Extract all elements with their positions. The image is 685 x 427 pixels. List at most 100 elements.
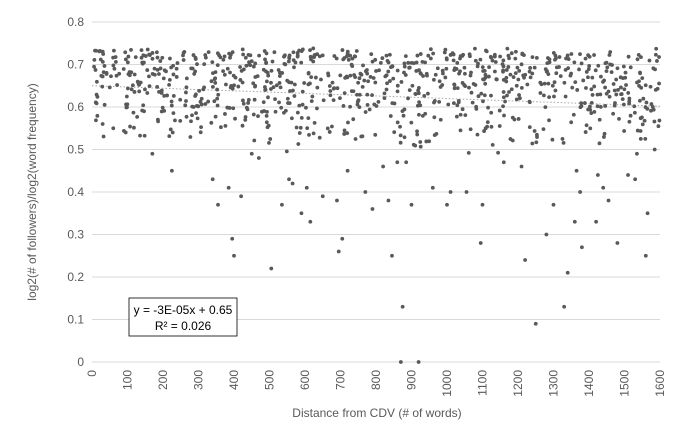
data-point <box>409 120 414 125</box>
data-point <box>517 69 522 73</box>
data-point <box>448 190 453 194</box>
data-point <box>273 109 278 114</box>
data-point <box>197 88 202 93</box>
data-point <box>434 131 439 136</box>
data-point <box>415 53 420 58</box>
data-point <box>594 219 598 224</box>
y-tick-label: 0 <box>77 355 84 369</box>
data-point <box>522 75 526 80</box>
data-point <box>426 91 430 96</box>
data-point <box>253 61 258 66</box>
data-point <box>623 70 628 75</box>
data-point <box>478 241 483 245</box>
data-point <box>332 54 337 58</box>
x-tick-label: 300 <box>192 370 206 390</box>
data-point <box>492 52 497 57</box>
data-point <box>480 202 485 207</box>
x-tick-label: 800 <box>369 370 383 390</box>
data-point <box>228 70 232 75</box>
data-point <box>496 150 500 155</box>
data-point <box>592 109 597 114</box>
data-point <box>514 97 519 102</box>
data-point <box>267 140 271 145</box>
data-point <box>355 99 360 104</box>
y-axis-title: log2(# of followers)/log2(word frequency… <box>25 83 39 300</box>
data-point <box>506 53 511 58</box>
data-point <box>384 53 389 58</box>
data-point <box>522 53 526 58</box>
data-point <box>297 103 302 108</box>
data-point <box>241 52 246 57</box>
data-point <box>417 112 421 117</box>
data-point <box>100 59 105 64</box>
data-point <box>527 69 532 74</box>
data-point <box>266 73 271 78</box>
data-point <box>506 65 511 69</box>
data-point <box>232 253 236 258</box>
data-point <box>539 82 544 87</box>
data-point <box>595 173 600 177</box>
data-point <box>246 98 251 102</box>
data-point <box>336 249 341 254</box>
data-point <box>111 126 116 131</box>
data-point <box>304 105 308 110</box>
data-point <box>343 76 348 80</box>
data-point <box>503 99 507 104</box>
data-point <box>385 81 389 86</box>
data-point <box>378 61 383 65</box>
data-point <box>284 149 289 154</box>
data-point <box>525 82 530 87</box>
data-point <box>565 53 570 58</box>
data-point <box>287 80 291 85</box>
data-point <box>100 84 105 89</box>
data-point <box>335 86 340 91</box>
data-point <box>171 111 176 116</box>
data-point <box>621 64 626 69</box>
data-point <box>387 52 392 57</box>
data-point <box>295 53 300 58</box>
data-point <box>515 65 520 70</box>
data-point <box>294 125 299 130</box>
data-point <box>386 198 391 203</box>
data-point <box>402 64 407 69</box>
data-point <box>553 88 558 93</box>
data-point <box>604 69 609 74</box>
data-point <box>198 130 203 135</box>
data-point <box>325 126 330 131</box>
data-point <box>357 105 362 109</box>
r-squared-label: R² = 0.026 <box>155 319 212 333</box>
x-tick-label: 400 <box>227 370 241 390</box>
data-point <box>403 54 408 59</box>
data-point <box>514 83 519 88</box>
data-point <box>115 83 120 87</box>
data-point <box>162 68 167 73</box>
data-point <box>174 66 179 71</box>
data-point <box>123 130 128 135</box>
y-tick-label: 0.3 <box>67 228 84 242</box>
data-point <box>620 97 625 102</box>
data-point <box>566 57 571 61</box>
data-point <box>592 84 597 89</box>
data-point <box>195 116 200 121</box>
data-point <box>327 130 332 134</box>
data-point <box>107 85 112 90</box>
data-point <box>440 68 445 73</box>
data-point <box>263 87 268 92</box>
data-point <box>160 55 165 60</box>
data-point <box>460 81 465 85</box>
data-point <box>309 75 314 79</box>
data-point <box>542 81 547 86</box>
data-point <box>494 77 499 82</box>
data-point <box>404 160 409 165</box>
data-point <box>413 92 418 96</box>
data-point <box>102 102 107 107</box>
data-point <box>458 56 462 61</box>
data-point <box>552 94 556 99</box>
data-point <box>243 115 248 119</box>
data-point <box>635 57 640 62</box>
data-point <box>639 55 643 60</box>
data-point <box>184 114 189 119</box>
data-point <box>210 60 215 65</box>
data-point <box>355 92 359 97</box>
data-point <box>590 93 595 97</box>
